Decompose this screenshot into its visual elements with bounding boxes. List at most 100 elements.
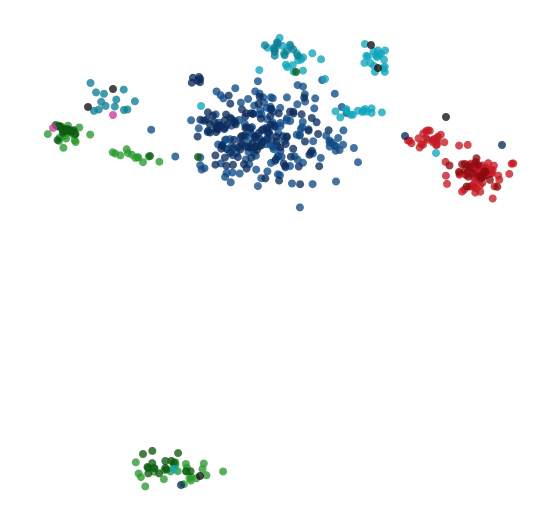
scatter-point-central-navy-core: [254, 99, 263, 108]
scatter-point-central-navy-core: [289, 107, 298, 116]
scatter-point-central-navy-core: [304, 126, 313, 135]
scatter-point-central-navy-core: [312, 118, 321, 127]
scatter-point-central-right-arm: [309, 137, 318, 146]
scatter-point-bottom-green: [202, 471, 211, 480]
scatter-point-right-darkred: [473, 160, 482, 169]
scatter-point-central-blue: [295, 203, 304, 212]
scatter-point-central-blue: [316, 153, 325, 162]
scatter-point-central-navy-core: [275, 176, 284, 185]
scatter-point-right-red: [441, 171, 450, 180]
scatter-point-top-right-cyan: [380, 62, 389, 71]
scatter-point-central-blue: [147, 125, 156, 134]
scatter-point-right-red: [468, 182, 477, 191]
scatter-point-right-red: [489, 161, 498, 170]
scatter-point-bottom-darkgreen: [144, 469, 153, 478]
scatter-point-bottom-darkgreen: [174, 449, 183, 458]
scatter-point: [146, 152, 154, 160]
scatter-point-top-right-cyan: [373, 46, 382, 55]
scatter-point-central-navy-left: [223, 120, 232, 129]
scatter-point-central-blue: [288, 179, 296, 188]
scatter-point-central-blue: [266, 93, 275, 102]
scatter-point-central-navy-core: [258, 138, 267, 147]
scatter-point-central-navy-core: [224, 91, 233, 100]
scatter-point-right-red-arm: [433, 132, 442, 141]
scatter-point-central-navy-core: [220, 153, 229, 162]
scatter-point-left-teal-upper: [92, 88, 100, 97]
scatter-point-left-green: [86, 130, 95, 139]
scatter-point-central-blue: [196, 161, 205, 170]
scatter-point-left-darkgreen: [66, 127, 75, 136]
scatter-point-central-blue: [293, 81, 302, 90]
scatter-point-bottom-green: [131, 458, 140, 467]
scatter-point-right-red-arm: [463, 140, 472, 149]
scatter-point-central-navy-core: [241, 112, 250, 121]
scatter-point-central-blue: [221, 172, 230, 181]
scatter-point: [197, 102, 205, 110]
scatter-point: [498, 141, 506, 149]
scatter-point-central-blue: [276, 122, 285, 130]
scatter-point-right-red-arm: [455, 141, 464, 150]
scatter-point-central-navy-core: [286, 152, 295, 161]
scatter-point: [321, 75, 329, 83]
scatter-point: [139, 450, 147, 458]
scatter-point-central-blue: [235, 169, 244, 178]
scatter-point-central-blue: [354, 158, 362, 167]
scatter-point-left-teal-upper: [130, 97, 139, 106]
scatter-point-central-blue: [253, 182, 262, 191]
scatter-point-right-darkred: [455, 167, 463, 176]
scatter-point-right-darkred: [464, 172, 473, 181]
scatter-point-central-blue: [330, 89, 339, 98]
scatter-point-central-navy-core: [271, 155, 280, 164]
scatter-point-central-navy-core: [218, 141, 227, 150]
scatter-point-left-darkgreen: [60, 127, 69, 136]
scatter-point-top-cyan: [299, 66, 307, 75]
scatter-point-left-green-tail: [131, 153, 140, 162]
scatter-point-central-navy-left: [203, 108, 212, 117]
scatter-point-top-cyan: [255, 66, 264, 75]
scatter-point-central-navy-core: [240, 160, 248, 169]
scatter-point-top-cyan: [288, 61, 297, 70]
scatter-point: [292, 68, 300, 76]
scatter-point-central-blue: [282, 114, 291, 123]
scatter-point-right-red-arm: [433, 140, 441, 149]
scatter-point-central-navy-core: [294, 162, 303, 171]
scatter-point-left-teal-upper: [86, 79, 95, 87]
scatter-point-central-right-arm: [331, 146, 340, 155]
scatter-point-central-navy-left: [227, 114, 236, 123]
scatter-point-left-navy-small: [187, 78, 196, 87]
scatter-point-central-blue: [222, 135, 231, 144]
scatter-point: [170, 465, 178, 473]
scatter-point-central-navy-core: [254, 129, 263, 137]
scatter-point-mid-cyan-arm: [348, 110, 357, 119]
scatter-point-top-cyan: [281, 60, 290, 69]
scatter-point-bottom-green: [159, 475, 168, 484]
scatter-point-right-darkred: [480, 167, 489, 176]
scatter-point-central-navy-core: [247, 109, 255, 118]
scatter-point-central-navy-core: [226, 99, 235, 108]
scatter-point-mid-cyan-arm: [367, 108, 376, 117]
scatter-point: [109, 111, 117, 119]
scatter-point-central-right-arm: [325, 136, 334, 145]
scatter-point-left-green: [59, 143, 68, 152]
scatter-point-top-teal: [280, 51, 289, 60]
scatter-point-right-red-arm: [419, 129, 428, 138]
scatter-point-mid-cyan-arm: [342, 106, 351, 115]
scatter-point-left-teal-upper: [100, 89, 108, 98]
scatter-point-central-blue: [311, 94, 320, 103]
scatter-point-central-navy-core: [233, 153, 242, 162]
scatter-point: [109, 85, 117, 93]
scatter-point-right-darkred: [485, 175, 494, 184]
scatter-point: [120, 106, 128, 114]
scatter-point-central-navy-core: [255, 92, 264, 101]
scatter-point-central-blue: [253, 77, 262, 86]
scatter-point-mid-cyan-arm: [331, 107, 340, 116]
scatter-point-central-navy-core: [300, 93, 309, 102]
scatter-point-right-red-arm: [417, 140, 426, 148]
scatter-point-central-blue: [332, 177, 340, 186]
scatter-point-central-blue: [293, 100, 302, 109]
scatter-point-central-navy-core: [229, 144, 238, 153]
scatter-point-central-navy-core: [276, 143, 285, 152]
scatter-point: [49, 124, 57, 132]
scatter-point-left-green: [70, 136, 79, 145]
